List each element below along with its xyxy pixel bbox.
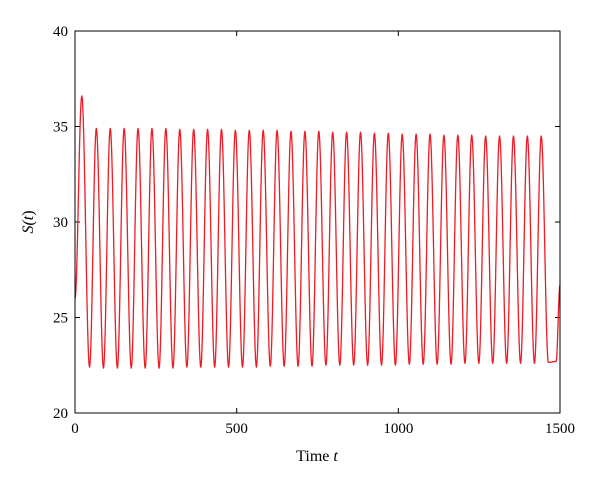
plot-frame <box>74 30 561 414</box>
x-tick-label: 0 <box>71 421 79 437</box>
y-tick-label: 35 <box>53 120 68 136</box>
x-axis-label: Time t <box>296 448 338 465</box>
plot-lines <box>74 95 561 369</box>
x-tick-label: 500 <box>225 421 248 437</box>
y-tick-label: 30 <box>53 215 68 231</box>
x-tick-label: 1000 <box>383 421 413 437</box>
tick-labels: 0 500 1000 1500 20 25 30 35 40 <box>53 24 575 437</box>
y-tick-label: 20 <box>53 406 68 422</box>
y-axis-label: S(t) <box>20 210 37 233</box>
x-tick-label: 1500 <box>545 421 575 437</box>
series-line <box>74 95 561 369</box>
y-tick-label: 40 <box>53 24 68 40</box>
y-tick-label: 25 <box>53 311 68 327</box>
